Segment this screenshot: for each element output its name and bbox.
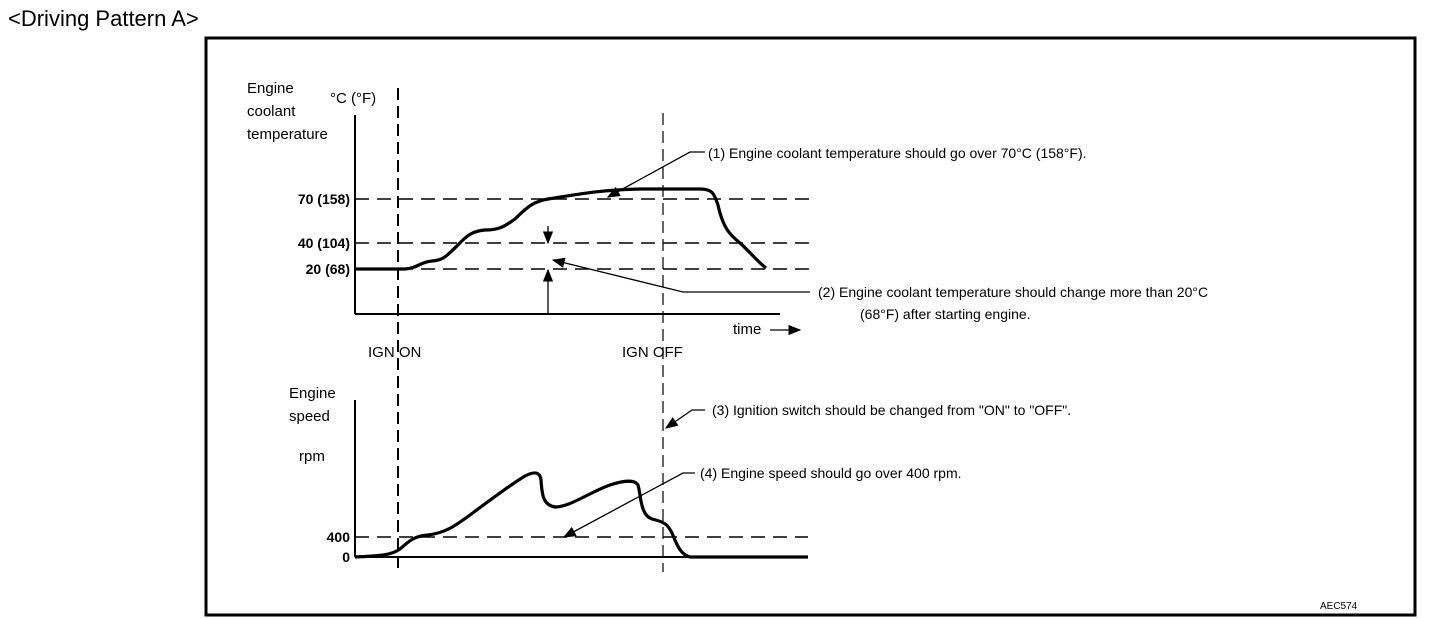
note-3: (3) Ignition switch should be changed fr… bbox=[712, 402, 1071, 418]
note-1: (1) Engine coolant temperature should go… bbox=[708, 145, 1087, 161]
note-4: (4) Engine speed should go over 400 rpm. bbox=[700, 465, 962, 481]
speed-ylabel-line2: speed bbox=[289, 408, 330, 425]
temp-ylabel-line3: temperature bbox=[247, 126, 328, 143]
temp-ylabel-line1: Engine bbox=[247, 80, 294, 97]
diagram-title: <Driving Pattern A> bbox=[8, 6, 199, 31]
ign-off-label: IGN OFF bbox=[622, 344, 683, 361]
engine-speed-curve bbox=[354, 471, 808, 559]
note3-leader bbox=[664, 409, 705, 429]
note1-leader bbox=[606, 151, 705, 198]
speed-ylabel-line1: Engine bbox=[289, 385, 336, 402]
tick-20: 20 (68) bbox=[306, 261, 350, 277]
temp-unit: °C (°F) bbox=[330, 90, 376, 107]
ign-on-label: IGN ON bbox=[368, 344, 421, 361]
note2-leader bbox=[551, 257, 810, 293]
note-2-line1: (2) Engine coolant temperature should ch… bbox=[818, 284, 1208, 300]
speed-unit: rpm bbox=[299, 448, 325, 465]
tick-400: 400 bbox=[327, 529, 351, 545]
temp-ylabel-line2: coolant bbox=[247, 103, 296, 120]
time-label: time bbox=[733, 321, 761, 338]
figure-code: AEC574 bbox=[1320, 601, 1358, 612]
tick-70: 70 (158) bbox=[298, 191, 350, 207]
tick-40: 40 (104) bbox=[298, 235, 350, 251]
tick-0: 0 bbox=[342, 549, 350, 565]
coolant-temperature-curve bbox=[355, 187, 767, 271]
note4-leader bbox=[562, 472, 695, 538]
diagram-frame bbox=[204, 36, 1417, 617]
note-2-line2: (68°F) after starting engine. bbox=[860, 306, 1031, 322]
